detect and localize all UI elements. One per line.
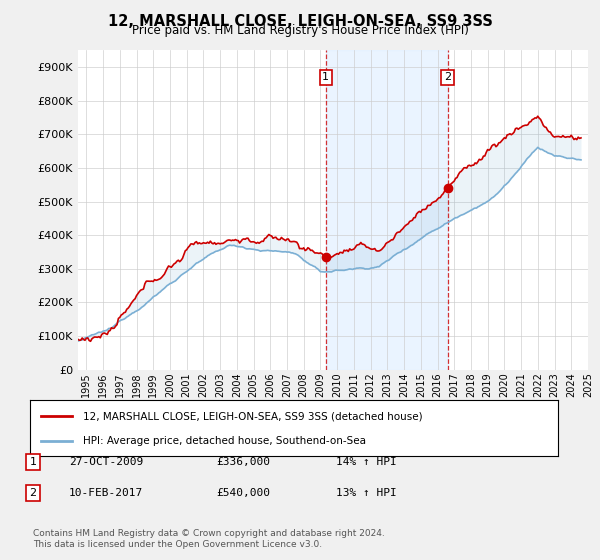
Text: 1: 1 bbox=[322, 72, 329, 82]
Text: 14% ↑ HPI: 14% ↑ HPI bbox=[336, 457, 397, 467]
Text: HPI: Average price, detached house, Southend-on-Sea: HPI: Average price, detached house, Sout… bbox=[83, 436, 366, 446]
Text: 1: 1 bbox=[29, 457, 37, 467]
Text: 2: 2 bbox=[444, 72, 451, 82]
Text: 12, MARSHALL CLOSE, LEIGH-ON-SEA, SS9 3SS (detached house): 12, MARSHALL CLOSE, LEIGH-ON-SEA, SS9 3S… bbox=[83, 411, 422, 421]
Text: 2: 2 bbox=[29, 488, 37, 498]
Text: 10-FEB-2017: 10-FEB-2017 bbox=[69, 488, 143, 498]
Text: Contains HM Land Registry data © Crown copyright and database right 2024.
This d: Contains HM Land Registry data © Crown c… bbox=[33, 529, 385, 549]
Text: 13% ↑ HPI: 13% ↑ HPI bbox=[336, 488, 397, 498]
Text: 12, MARSHALL CLOSE, LEIGH-ON-SEA, SS9 3SS: 12, MARSHALL CLOSE, LEIGH-ON-SEA, SS9 3S… bbox=[107, 14, 493, 29]
Bar bbox=[326, 50, 448, 370]
Text: £336,000: £336,000 bbox=[216, 457, 270, 467]
Text: £540,000: £540,000 bbox=[216, 488, 270, 498]
Text: 27-OCT-2009: 27-OCT-2009 bbox=[69, 457, 143, 467]
Text: Price paid vs. HM Land Registry's House Price Index (HPI): Price paid vs. HM Land Registry's House … bbox=[131, 24, 469, 37]
